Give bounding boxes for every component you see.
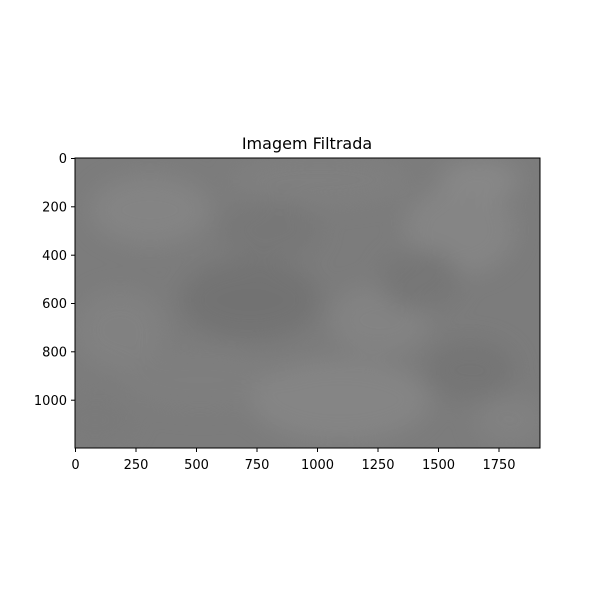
x-axis: 0 250 500 750 1000 1250 1500 1750 [71,448,516,473]
y-tick-label: 1000 [34,394,67,409]
y-tick-label: 800 [42,346,67,361]
plot-title: Imagem Filtrada [242,134,372,153]
y-tick-label: 0 [59,152,67,167]
y-tick-label: 600 [42,297,67,312]
x-tick-label: 500 [184,458,209,473]
x-tick-label: 1000 [301,458,334,473]
x-tick-label: 1500 [422,458,455,473]
y-axis: 0 200 400 600 800 1000 [34,152,75,409]
y-tick-label: 200 [42,201,67,216]
x-tick-label: 1250 [361,458,394,473]
x-tick-label: 1750 [482,458,515,473]
x-tick-label: 250 [124,458,149,473]
x-tick-label: 750 [245,458,270,473]
y-tick-label: 400 [42,249,67,264]
filtered-image [75,158,540,448]
x-tick-label: 0 [71,458,79,473]
